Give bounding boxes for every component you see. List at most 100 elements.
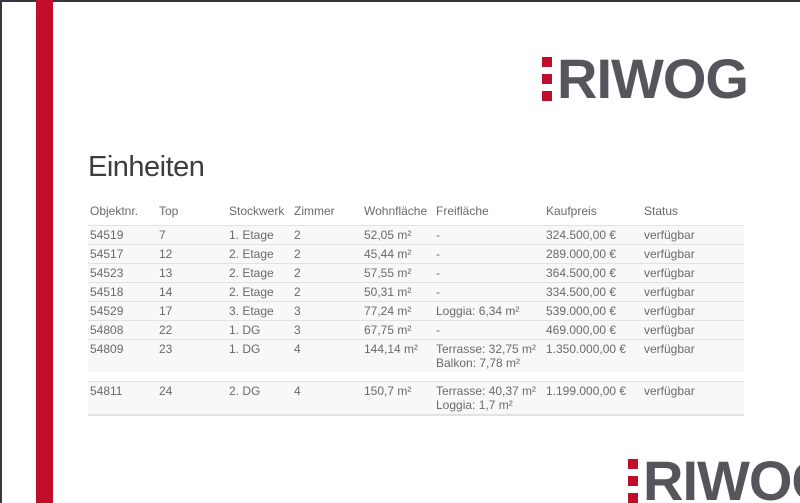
- cell-freiflaeche: Terrasse: 40,37 m² Loggia: 1,7 m²: [434, 382, 544, 414]
- cell-top: 24: [159, 384, 173, 398]
- cell-stockwerk: 2. Etage: [229, 247, 274, 261]
- column-header-wohnflaeche: Wohnfläche: [364, 204, 428, 218]
- cell-freiflaeche: -: [434, 226, 544, 244]
- riwog-logo: RIWOG: [542, 47, 749, 110]
- table-row: 54529 17 3. Etage 3 77,24 m² Loggia: 6,34 m² 5…: [88, 301, 744, 320]
- cell-objektnr: 54523: [90, 266, 124, 280]
- cell-freiflaeche: Terrasse: 32,75 m² Balkon: 7,78 m²: [434, 340, 544, 372]
- column-header-freiflaeche: Freifläche: [436, 204, 489, 218]
- cell-kaufpreis: 1.350.000,00 €: [546, 342, 627, 356]
- cell-line: -: [436, 285, 440, 299]
- cell-objektnr: 54529: [90, 304, 124, 318]
- cell-zimmer: 2: [294, 266, 301, 280]
- cell-line: Loggia: 6,34 m²: [436, 304, 520, 318]
- riwog-logo-text: RIWOG: [643, 449, 800, 503]
- cell-kaufpreis: 364.500,00 €: [546, 266, 617, 280]
- cell-stockwerk: 2. Etage: [229, 266, 274, 280]
- cell-objektnr: 54811: [90, 384, 123, 398]
- cell-objektnr: 54517: [90, 247, 124, 261]
- cell-kaufpreis: 1.199.000,00 €: [546, 384, 627, 398]
- cell-status: verfügbar: [644, 342, 695, 356]
- cell-zimmer: 3: [294, 323, 301, 337]
- cell-top: 13: [159, 266, 173, 280]
- cell-objektnr: 54809: [90, 342, 124, 356]
- page-border-top: [0, 0, 800, 2]
- cell-zimmer: 2: [294, 285, 301, 299]
- cell-status: verfügbar: [644, 247, 695, 261]
- table-row: 54808 22 1. DG 3 67,75 m² - 469.000,00 € verfüg…: [88, 320, 744, 339]
- cell-freiflaeche: -: [434, 245, 544, 263]
- table-header-row: Objektnr. Top Stockwerk Zimmer Wohnfläche Fre…: [88, 198, 744, 225]
- riwog-logo-text: RIWOG: [557, 47, 749, 110]
- cell-wohnflaeche: 144,14 m²: [364, 342, 419, 356]
- cell-top: 12: [159, 247, 173, 261]
- cell-zimmer: 4: [294, 384, 301, 398]
- cell-kaufpreis: 324.500,00 €: [546, 228, 617, 242]
- cell-line: Terrasse: 40,37 m²: [436, 384, 537, 398]
- riwog-logo-footer: RIWOG: [628, 449, 800, 503]
- cell-objektnr: 54518: [90, 285, 124, 299]
- cell-kaufpreis: 334.500,00 €: [546, 285, 617, 299]
- cell-top: 7: [159, 228, 166, 242]
- page-title: Einheiten: [88, 151, 205, 183]
- cell-line: Balkon: 7,78 m²: [436, 356, 521, 370]
- cell-objektnr: 54519: [90, 228, 124, 242]
- cell-status: verfügbar: [644, 266, 695, 280]
- table-body: 54519 7 1. Etage 2 52,05 m² - 324.500,00 € verf…: [88, 225, 744, 416]
- cell-stockwerk: 2. Etage: [229, 285, 274, 299]
- cell-freiflaeche: Loggia: 6,34 m²: [434, 302, 544, 320]
- cell-stockwerk: 3. Etage: [229, 304, 274, 318]
- cell-line: Terrasse: 32,75 m²: [436, 342, 537, 356]
- cell-wohnflaeche: 57,55 m²: [364, 266, 412, 280]
- riwog-logo-dots-icon: [628, 459, 638, 503]
- cell-line: -: [436, 247, 440, 261]
- cell-zimmer: 2: [294, 247, 301, 261]
- units-table: Objektnr. Top Stockwerk Zimmer Wohnfläche Fre…: [88, 198, 744, 416]
- cell-kaufpreis: 469.000,00 €: [546, 323, 617, 337]
- cell-top: 14: [159, 285, 173, 299]
- riwog-logo-dots-icon: [542, 57, 552, 101]
- cell-stockwerk: 2. DG: [229, 384, 261, 398]
- cell-freiflaeche: -: [434, 264, 544, 282]
- cell-top: 23: [159, 342, 173, 356]
- table-row: 54517 12 2. Etage 2 45,44 m² - 289.000,00 € ver…: [88, 244, 744, 263]
- cell-zimmer: 2: [294, 228, 301, 242]
- cell-status: verfügbar: [644, 228, 695, 242]
- table-row: 54523 13 2. Etage 2 57,55 m² - 364.500,00 € ver…: [88, 263, 744, 282]
- cell-line: -: [436, 323, 440, 337]
- cell-wohnflaeche: 45,44 m²: [364, 247, 412, 261]
- cell-kaufpreis: 539.000,00 €: [546, 304, 617, 318]
- cell-stockwerk: 1. DG: [229, 342, 261, 356]
- cell-line: -: [436, 228, 440, 242]
- cell-top: 17: [159, 304, 173, 318]
- page-border-left: [0, 0, 2, 503]
- table-row: 54809 23 1. DG 4 144,14 m² Terrasse: 32,75 m²…: [88, 339, 744, 372]
- cell-objektnr: 54808: [90, 323, 124, 337]
- cell-kaufpreis: 289.000,00 €: [546, 247, 617, 261]
- cell-wohnflaeche: 150,7 m²: [364, 384, 412, 398]
- column-header-stockwerk: Stockwerk: [229, 204, 285, 218]
- table-row: 54811 24 2. DG 4 150,7 m² Terrasse: 40,37 m² L…: [88, 381, 744, 415]
- table-row: 54519 7 1. Etage 2 52,05 m² - 324.500,00 € verf…: [88, 225, 744, 244]
- cell-status: verfügbar: [644, 285, 695, 299]
- cell-stockwerk: 1. Etage: [229, 228, 274, 242]
- cell-wohnflaeche: 67,75 m²: [364, 323, 412, 337]
- cell-stockwerk: 1. DG: [229, 323, 261, 337]
- cell-status: verfügbar: [644, 323, 695, 337]
- cell-top: 22: [159, 323, 173, 337]
- cell-status: verfügbar: [644, 384, 695, 398]
- cell-wohnflaeche: 52,05 m²: [364, 228, 412, 242]
- column-header-kaufpreis: Kaufpreis: [546, 204, 597, 218]
- column-header-top: Top: [159, 204, 179, 218]
- column-header-status: Status: [644, 204, 679, 218]
- cell-line: -: [436, 266, 440, 280]
- cell-status: verfügbar: [644, 304, 695, 318]
- column-header-zimmer: Zimmer: [294, 204, 335, 218]
- cell-line: Loggia: 1,7 m²: [436, 398, 513, 412]
- column-header-objektnr: Objektnr.: [90, 204, 139, 218]
- cell-wohnflaeche: 50,31 m²: [364, 285, 412, 299]
- cell-wohnflaeche: 77,24 m²: [364, 304, 412, 318]
- cell-zimmer: 3: [294, 304, 301, 318]
- cell-freiflaeche: -: [434, 283, 544, 301]
